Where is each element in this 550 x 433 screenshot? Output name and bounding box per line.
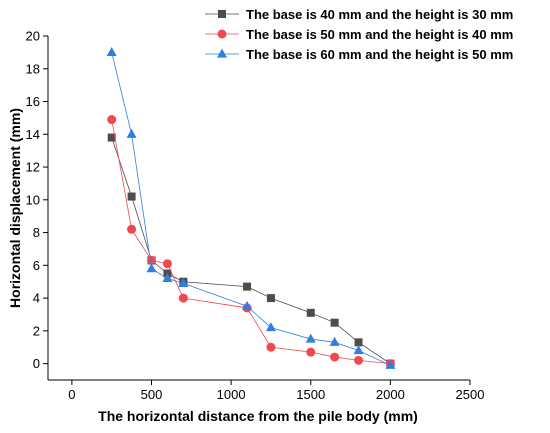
- x-ticks: 0 500 1000 1500 2000 2500: [68, 380, 484, 402]
- legend-marker: [217, 29, 227, 39]
- x-tick-label: 1500: [296, 387, 325, 402]
- series-1-point: [306, 308, 315, 317]
- x-axis-title: The horizontal distance from the pile bo…: [98, 408, 418, 424]
- legend-label: The base is 50 mm and the height is 40 m…: [246, 27, 513, 42]
- y-ticks: 0 2 4 6 8 10 12 14 16 18 20: [26, 29, 48, 371]
- series-3-point: [305, 333, 316, 343]
- legend-marker: [218, 10, 226, 18]
- series-3-point: [178, 277, 189, 287]
- y-tick-label: 0: [33, 356, 40, 371]
- series-2-point: [178, 293, 188, 303]
- series-3-point: [353, 345, 364, 355]
- series-2-point: [330, 352, 340, 362]
- series-2-point: [354, 355, 364, 365]
- y-tick-label: 10: [26, 192, 40, 207]
- series-3-point: [162, 273, 173, 283]
- x-tick-label: 500: [141, 387, 163, 402]
- series-3-point: [329, 336, 340, 346]
- series-2-point: [266, 342, 276, 352]
- series-2-point: [162, 259, 172, 269]
- y-tick-label: 16: [26, 94, 40, 109]
- x-tick-label: 2500: [456, 387, 485, 402]
- series-3-point: [146, 263, 157, 273]
- series-3-point: [385, 359, 396, 369]
- series-3: [106, 46, 396, 369]
- plot-area: [47, 36, 470, 381]
- series-2-point: [306, 347, 316, 357]
- legend-item-3: The base is 60 mm and the height is 50 m…: [205, 47, 513, 62]
- series-1-point: [127, 192, 136, 201]
- series-1-point: [107, 133, 116, 142]
- y-tick-label: 4: [33, 291, 40, 306]
- series-3-point: [126, 128, 137, 138]
- legend-label: The base is 60 mm and the height is 50 m…: [246, 47, 513, 62]
- series-1-line: [111, 137, 391, 364]
- series-2: [107, 115, 395, 369]
- x-tick-label: 2000: [376, 387, 405, 402]
- y-tick-label: 12: [26, 160, 40, 175]
- series-3-line: [111, 52, 391, 366]
- legend-label: The base is 40 mm and the height is 30 m…: [246, 7, 513, 22]
- series-1-point: [266, 294, 275, 303]
- y-tick-label: 14: [26, 127, 40, 142]
- y-tick-label: 18: [26, 61, 40, 76]
- series-2-point: [127, 224, 137, 234]
- series-3-point: [106, 46, 117, 56]
- series-layer: [106, 46, 396, 369]
- series-3-point: [265, 322, 276, 332]
- series-1-point: [330, 318, 339, 327]
- series-2-point: [147, 255, 157, 265]
- series-1: [107, 133, 395, 368]
- x-tick-label: 0: [68, 387, 75, 402]
- y-tick-label: 2: [33, 323, 40, 338]
- series-3-point: [242, 300, 253, 310]
- legend: The base is 40 mm and the height is 30 m…: [205, 7, 513, 62]
- y-axis-title: Horizontal displacement (mm): [7, 108, 23, 308]
- y-tick-label: 20: [26, 29, 40, 44]
- series-2-point: [107, 115, 117, 125]
- series-1-point: [354, 338, 363, 347]
- legend-item-1: The base is 40 mm and the height is 30 m…: [205, 7, 513, 22]
- y-tick-label: 6: [33, 258, 40, 273]
- x-tick-label: 1000: [217, 387, 246, 402]
- series-1-point: [243, 282, 252, 291]
- legend-item-2: The base is 50 mm and the height is 40 m…: [205, 27, 513, 42]
- legend-marker: [217, 48, 227, 58]
- y-tick-label: 8: [33, 225, 40, 240]
- series-2-line: [111, 119, 391, 365]
